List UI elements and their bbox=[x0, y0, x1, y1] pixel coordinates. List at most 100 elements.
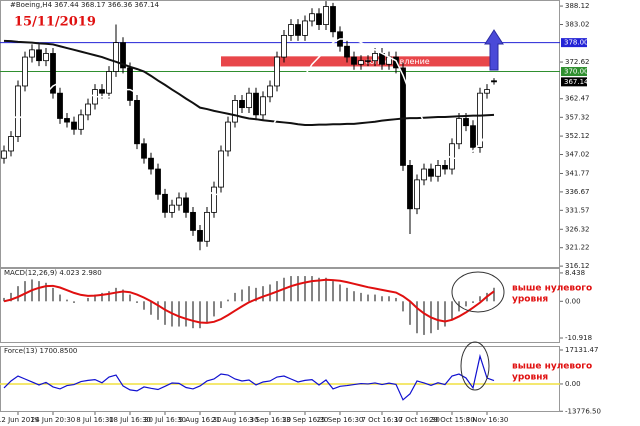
macd-bar bbox=[360, 292, 362, 302]
candle-body bbox=[15, 85, 21, 137]
candle-body bbox=[162, 193, 168, 213]
level-label-box bbox=[561, 67, 587, 77]
candle-body bbox=[393, 56, 399, 69]
candle-body bbox=[246, 92, 252, 109]
note: уровня bbox=[512, 373, 548, 383]
candle-body bbox=[148, 157, 154, 170]
macd-bar bbox=[437, 301, 439, 330]
candle-body bbox=[442, 165, 448, 170]
macd-bar bbox=[479, 296, 481, 302]
y-tick-label: 0.00 bbox=[565, 380, 581, 388]
candle-body bbox=[225, 121, 231, 152]
force-panel bbox=[0, 346, 560, 412]
highlight-ellipse bbox=[451, 271, 505, 313]
macd-bar bbox=[52, 287, 54, 302]
y-tick-label: -13776.50 bbox=[565, 407, 601, 415]
candle-body bbox=[155, 168, 161, 195]
macd-bar bbox=[465, 301, 467, 307]
note: выше нулевого bbox=[512, 362, 592, 372]
note: выше нулевого bbox=[512, 284, 592, 294]
x-tick-label: 24 Jun 20:30 bbox=[31, 416, 75, 424]
candle-body bbox=[260, 96, 266, 116]
y-tick-label: 362.47 bbox=[565, 95, 590, 103]
macd-bar bbox=[451, 301, 453, 320]
macd-bar bbox=[24, 281, 26, 302]
macd-bar bbox=[206, 301, 208, 324]
macd-bar bbox=[269, 284, 271, 302]
candle-body bbox=[176, 197, 182, 206]
candle-body bbox=[309, 13, 315, 22]
y-tick-label: -10.918 bbox=[565, 334, 592, 342]
y-tick-label: 336.67 bbox=[565, 188, 590, 196]
macd-bar bbox=[136, 301, 138, 303]
candle-body bbox=[428, 168, 434, 177]
macd-bar bbox=[38, 281, 40, 302]
candle-body bbox=[463, 118, 469, 127]
price-panel bbox=[0, 0, 560, 268]
x-tick-label: 9 Aug 16:30 bbox=[179, 416, 222, 424]
candle-body bbox=[358, 60, 364, 65]
candle-body bbox=[36, 49, 42, 62]
resistance-zone bbox=[221, 56, 494, 67]
y-tick-label: 372.62 bbox=[565, 58, 590, 66]
macd-bar bbox=[472, 301, 474, 303]
plot-layer: 388.12 383.02 372.62 362.47 357.32 352.12 347.… bbox=[0, 1, 601, 424]
macd-bar bbox=[150, 301, 152, 315]
macd-bar bbox=[248, 286, 250, 302]
macd-bar bbox=[10, 292, 12, 302]
y-tick-label: 0.00 bbox=[565, 297, 581, 305]
signal-line bbox=[3, 278, 495, 324]
y-tick-label: 17131.47 bbox=[565, 346, 598, 354]
candle-body bbox=[400, 67, 406, 166]
y-tick-label: 326.32 bbox=[565, 225, 590, 233]
macd-bar bbox=[17, 286, 19, 302]
macd-bar bbox=[192, 301, 194, 329]
candle-body bbox=[141, 143, 147, 159]
macd-bar bbox=[493, 287, 495, 302]
candle-body bbox=[267, 85, 273, 98]
candle-body bbox=[22, 56, 28, 87]
candle-body bbox=[456, 118, 462, 145]
macd-bar bbox=[458, 301, 460, 312]
candle-body bbox=[239, 100, 245, 109]
candle-body bbox=[127, 67, 133, 101]
macd-bar bbox=[332, 281, 334, 302]
candle-body bbox=[372, 53, 378, 62]
level-label-box bbox=[561, 38, 587, 48]
macd-bar bbox=[45, 282, 47, 302]
y-tick-label: 316.12 bbox=[565, 262, 590, 270]
y-tick-label: 383.02 bbox=[565, 20, 590, 28]
candle-body bbox=[190, 211, 196, 231]
candle-body bbox=[71, 121, 77, 130]
macd-bar bbox=[297, 276, 299, 302]
candle-body bbox=[8, 136, 14, 152]
x-tick-label: 17 Oct 16:30 bbox=[394, 416, 440, 424]
macd-bar bbox=[213, 301, 215, 317]
macd-bar bbox=[115, 287, 117, 302]
x-tick-label: 8 Jul 16:30 bbox=[76, 416, 114, 424]
candle-body bbox=[414, 179, 420, 210]
macd-bar bbox=[388, 296, 390, 302]
macd-bar bbox=[108, 291, 110, 302]
candle-body bbox=[106, 71, 112, 94]
macd-bar bbox=[199, 301, 201, 329]
price-label: 367.14 bbox=[564, 78, 589, 86]
candle-body bbox=[421, 168, 427, 181]
macd-bar bbox=[185, 301, 187, 327]
note: уровня bbox=[512, 295, 548, 305]
candle-body bbox=[99, 89, 105, 94]
candle-body bbox=[288, 24, 294, 36]
candle-body bbox=[351, 56, 357, 65]
macd-bar bbox=[234, 292, 236, 302]
level-label: 378.00 bbox=[564, 39, 589, 47]
price-title: #Boeing,H4 367.44 368.17 366.36 367.14 bbox=[10, 1, 159, 9]
up-arrow bbox=[484, 29, 504, 71]
macd-bar bbox=[129, 294, 131, 302]
macd-bar bbox=[157, 301, 159, 320]
candle-body bbox=[330, 6, 336, 33]
candle-body bbox=[232, 100, 238, 123]
macd-bar bbox=[367, 294, 369, 302]
macd-bar bbox=[73, 301, 75, 303]
